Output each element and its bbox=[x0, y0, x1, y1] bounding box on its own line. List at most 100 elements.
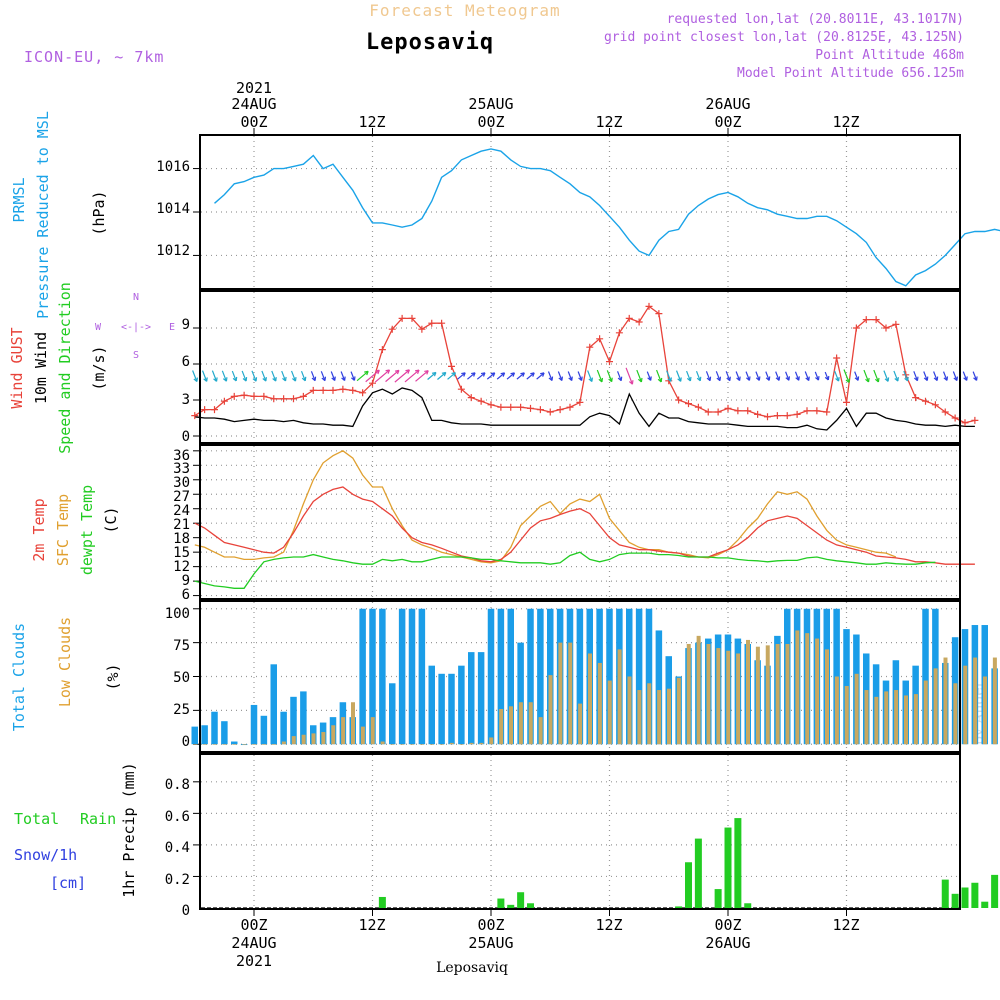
temp2m-label: 2m Temp bbox=[30, 498, 48, 561]
low-cloud-bar bbox=[825, 649, 829, 745]
requested-coords: requested lon,lat (20.8011E, 43.1017N) bbox=[667, 12, 964, 27]
gust-point bbox=[536, 406, 544, 414]
wind-direction-arrow bbox=[476, 372, 486, 380]
wind-arrow-head bbox=[647, 376, 652, 381]
wind-speed-dir-label: Speed and Direction bbox=[56, 282, 74, 454]
top-date-2: 25AUG bbox=[468, 95, 513, 113]
wind-direction-arrow bbox=[834, 370, 840, 382]
bottom-hour-4: 12Z bbox=[595, 916, 622, 934]
gust-point bbox=[882, 324, 890, 332]
total-cloud-bar bbox=[537, 608, 544, 745]
gust-point bbox=[694, 403, 702, 411]
low-cloud-bar bbox=[943, 657, 948, 745]
wind-direction-arrow bbox=[745, 371, 751, 381]
gust-point bbox=[467, 394, 475, 402]
gust-point bbox=[793, 410, 801, 418]
low-cloud-bar bbox=[973, 657, 978, 745]
precip-tick-0.8: 0.8 bbox=[165, 777, 190, 793]
wind-arrow-head bbox=[375, 369, 380, 375]
gust-point bbox=[448, 362, 455, 370]
precip-bar bbox=[517, 892, 525, 908]
temp-unit: (C) bbox=[102, 506, 120, 533]
gust-point bbox=[220, 397, 228, 405]
total-cloud-bar bbox=[250, 704, 258, 745]
wind-arrow-head bbox=[765, 376, 771, 381]
total-cloud-bar bbox=[260, 715, 268, 745]
wind-direction-arrow bbox=[962, 371, 968, 381]
wind-direction-arrow bbox=[577, 371, 583, 381]
gust-point bbox=[586, 343, 594, 351]
wind-direction-arrow bbox=[952, 371, 958, 381]
wind-direction-arrow bbox=[686, 370, 691, 382]
wind-direction-arrow bbox=[467, 372, 476, 380]
wind-direction-arrow bbox=[447, 372, 456, 380]
total-cloud-bar bbox=[280, 711, 287, 745]
gust-point bbox=[240, 391, 248, 399]
low-cloud-bar bbox=[479, 742, 484, 745]
cloud-tick-0: 0 bbox=[182, 734, 190, 750]
precip-tick-0: 0 bbox=[182, 903, 190, 919]
wind-speed-line bbox=[194, 387, 975, 431]
total-cloud-bar bbox=[379, 608, 386, 745]
low-cloud-bar bbox=[202, 744, 207, 745]
wind-tick-0: 0 bbox=[182, 429, 190, 445]
precip-bar bbox=[734, 818, 742, 908]
dewpoint-line bbox=[194, 551, 936, 589]
low-cloud-bar bbox=[568, 642, 573, 745]
low-cloud-bar bbox=[242, 744, 247, 745]
wind-arrow-head bbox=[686, 376, 692, 382]
wind-arrow-head bbox=[405, 369, 410, 374]
total-cloud-bar bbox=[477, 652, 485, 745]
title-top: Forecast Meteogram bbox=[369, 1, 560, 20]
cloud-panel-frame bbox=[199, 600, 961, 753]
gust-point bbox=[527, 404, 534, 412]
model-altitude: Model Point Altitude 656.125m bbox=[737, 66, 964, 81]
gust-point bbox=[951, 414, 959, 422]
temp-tick-24: 24 bbox=[173, 503, 190, 519]
top-hour-4: 12Z bbox=[595, 113, 622, 131]
gust-point bbox=[349, 386, 357, 394]
low-cloud-bar bbox=[716, 648, 721, 745]
compass-cross: <-|-> bbox=[121, 322, 151, 333]
low-cloud-bar bbox=[696, 635, 701, 745]
gust-point bbox=[852, 324, 860, 332]
wind-direction-arrow bbox=[320, 371, 326, 381]
low-cloud-bar bbox=[538, 717, 543, 745]
sfc-label: SFC Temp bbox=[54, 494, 72, 566]
gust-point bbox=[744, 407, 752, 415]
wind-direction-arrow bbox=[251, 370, 257, 382]
top-date-1: 24AUG bbox=[231, 95, 276, 113]
gust-point bbox=[329, 386, 337, 394]
gust-point bbox=[477, 397, 485, 405]
total-cloud-bar bbox=[635, 608, 643, 745]
gust-point bbox=[606, 358, 613, 366]
wind-arrow-head bbox=[608, 377, 613, 383]
wind-direction-arrow bbox=[457, 372, 466, 380]
wind-direction-arrow bbox=[536, 372, 545, 380]
total-cloud-bar bbox=[448, 673, 455, 745]
gust-point bbox=[892, 320, 900, 328]
station-title: Leposaviq bbox=[366, 30, 494, 55]
low-cloud-bar bbox=[420, 744, 425, 745]
cloud-tick-50: 50 bbox=[173, 670, 190, 686]
pressure-panel-frame bbox=[199, 134, 961, 290]
low-cloud-bar bbox=[262, 744, 267, 745]
wind-arrow-head bbox=[441, 371, 447, 377]
wind-direction-arrow bbox=[192, 370, 198, 382]
precip-bar bbox=[378, 896, 386, 908]
gust-point bbox=[823, 408, 831, 416]
low-cloud-bar bbox=[864, 690, 869, 745]
wind-arrow-head bbox=[292, 377, 297, 382]
precip-bar bbox=[961, 887, 969, 908]
total-cloud-bar bbox=[369, 608, 376, 745]
wind-arrow-head bbox=[736, 376, 741, 381]
gust-point bbox=[635, 318, 643, 326]
wind-arrow-head bbox=[193, 377, 198, 382]
gust-point bbox=[803, 407, 811, 415]
low-cloud-bar bbox=[755, 646, 760, 745]
wind-arrow-head bbox=[213, 377, 218, 382]
wind-arrow-head bbox=[785, 376, 791, 381]
precip-bar bbox=[724, 827, 732, 908]
wind-direction-arrow bbox=[617, 371, 622, 381]
plot-layer bbox=[0, 0, 1000, 916]
